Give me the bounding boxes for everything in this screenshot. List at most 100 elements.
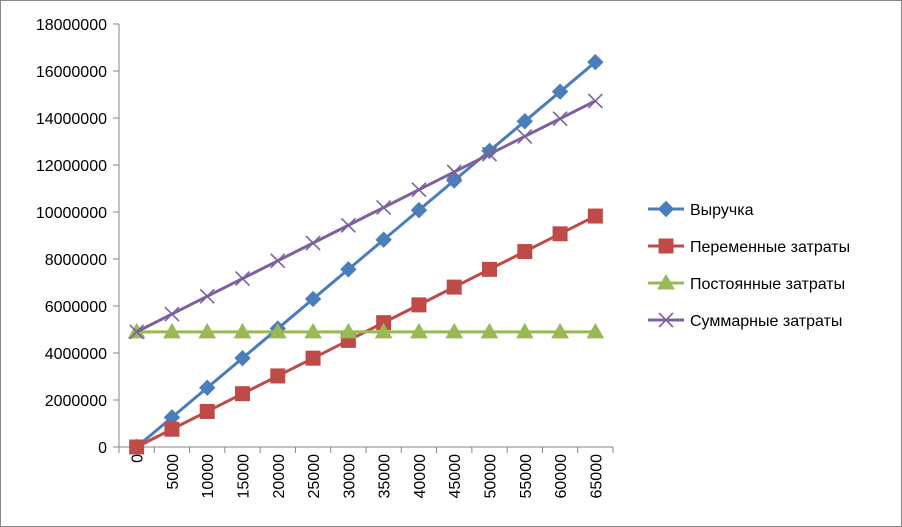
legend-item: Постоянные затраты — [648, 273, 845, 293]
square-marker — [129, 439, 145, 455]
data-point — [304, 322, 322, 339]
data-point — [411, 297, 427, 313]
data-point — [517, 128, 533, 144]
x-marker-stroke — [305, 235, 321, 251]
x-marker-stroke — [517, 128, 533, 144]
series-1 — [128, 53, 604, 456]
x-tick-label: 50000 — [483, 454, 500, 499]
triangle-marker — [339, 322, 358, 339]
x-marker — [587, 93, 603, 109]
data-point — [164, 421, 180, 437]
triangle-marker — [480, 322, 499, 339]
diamond-marker — [587, 53, 604, 71]
data-point — [199, 403, 215, 419]
square-marker — [411, 297, 427, 313]
x-marker-stroke — [587, 93, 603, 109]
data-point — [587, 208, 603, 224]
data-point — [270, 253, 286, 269]
square-marker — [552, 226, 568, 242]
diamond-marker — [340, 261, 357, 278]
y-tick-label: 16000000 — [36, 64, 107, 81]
square-marker — [305, 350, 321, 366]
data-point — [235, 386, 250, 402]
data-point — [551, 322, 569, 339]
triangle-marker — [657, 273, 675, 290]
x-tick-label: 60000 — [553, 454, 570, 499]
triangle-marker — [304, 322, 322, 339]
x-tick-label: 25000 — [306, 454, 323, 499]
x-marker-stroke — [129, 324, 145, 340]
x-marker-stroke — [446, 164, 462, 180]
legend: Выручка Переменные затраты Постоянные затр… — [648, 200, 850, 330]
data-point — [552, 111, 568, 127]
x-marker — [446, 164, 462, 180]
x-marker — [552, 111, 568, 127]
x-marker — [164, 306, 180, 322]
data-point — [516, 113, 533, 130]
legend-item: Суммарные затраты — [648, 312, 842, 330]
triangle-marker — [551, 322, 569, 339]
legend-label: Постоянные затраты — [690, 276, 845, 293]
square-marker — [587, 208, 603, 224]
x-marker-stroke — [199, 288, 215, 304]
data-point — [587, 93, 603, 109]
x-marker — [481, 146, 498, 162]
y-tick-label: 14000000 — [36, 111, 107, 128]
series-3 — [127, 322, 605, 339]
data-point — [587, 53, 604, 71]
x-tick-label: 30000 — [341, 454, 358, 499]
square-marker — [658, 238, 674, 254]
y-tick-label: 4000000 — [45, 346, 107, 363]
x-tick-label: 15000 — [236, 454, 253, 499]
triangle-marker — [586, 322, 605, 339]
triangle-marker — [410, 322, 428, 339]
data-point — [445, 322, 464, 339]
x-marker — [129, 324, 145, 340]
x-marker — [340, 217, 356, 233]
x-marker — [234, 270, 251, 287]
x-tick-label: 35000 — [377, 454, 394, 499]
x-marker-stroke — [411, 182, 427, 198]
square-marker — [517, 244, 533, 260]
x-marker-stroke — [164, 306, 180, 322]
x-marker — [517, 128, 533, 144]
data-point — [410, 201, 428, 219]
y-tick-label: 8000000 — [45, 252, 107, 269]
x-marker-stroke — [270, 253, 286, 269]
series-layer — [127, 53, 605, 456]
x-marker — [658, 312, 674, 328]
x-marker-stroke — [481, 146, 498, 162]
x-marker — [305, 235, 321, 251]
diamond-marker — [375, 231, 392, 248]
data-point — [515, 322, 534, 339]
data-point — [376, 199, 392, 216]
x-tick-label: 5000 — [165, 454, 182, 490]
x-marker-stroke — [340, 217, 356, 233]
diamond-marker — [516, 113, 533, 130]
data-point — [129, 324, 145, 340]
legend-label: Выручка — [690, 202, 754, 219]
data-point — [305, 350, 321, 366]
x-tick-label: 65000 — [588, 454, 605, 499]
data-point — [446, 164, 462, 180]
data-point — [304, 290, 322, 308]
data-point — [374, 322, 393, 339]
x-tick-label: 40000 — [412, 454, 429, 499]
data-point — [446, 279, 462, 295]
diamond-marker — [199, 379, 216, 396]
diamond-marker — [551, 83, 569, 100]
y-tick-label: 18000000 — [36, 17, 107, 34]
data-point — [552, 226, 568, 242]
triangle-marker — [268, 322, 287, 339]
data-point — [586, 322, 605, 339]
triangle-marker — [198, 322, 217, 339]
x-marker — [411, 182, 427, 198]
data-point — [199, 379, 216, 396]
y-tick-label: 10000000 — [36, 205, 107, 222]
data-point — [480, 322, 499, 339]
legend-item: Выручка — [648, 200, 754, 219]
data-point — [270, 368, 286, 384]
diamond-marker — [657, 200, 675, 218]
data-point — [199, 288, 215, 304]
